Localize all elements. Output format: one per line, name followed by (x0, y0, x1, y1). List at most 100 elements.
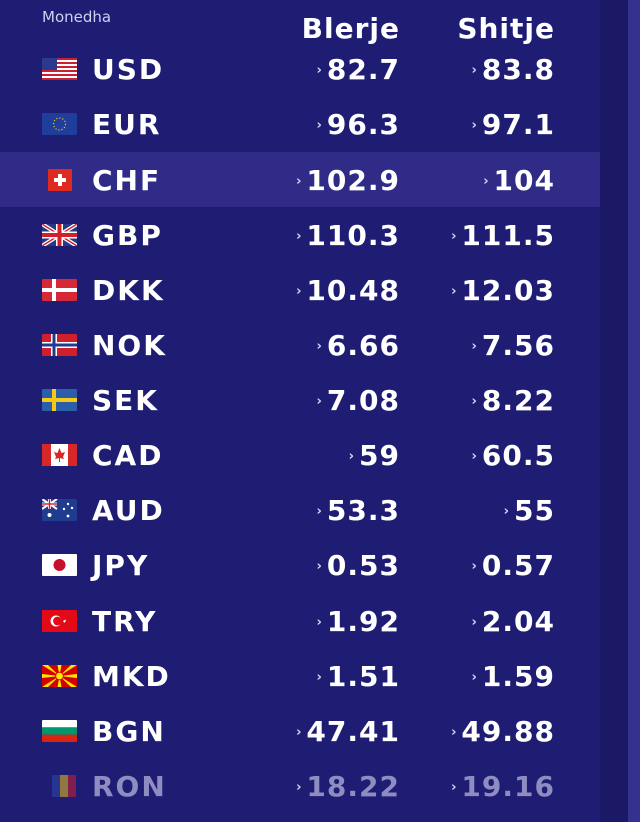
arrow-right-icon: › (348, 449, 356, 464)
currency-code: CAD (92, 439, 164, 472)
arrow-right-icon: › (296, 284, 303, 299)
dk-flag-icon (42, 279, 77, 301)
currency-code: EUR (92, 108, 162, 141)
sell-rate: › 83.8 (471, 53, 555, 86)
rate-row-chf[interactable]: CHF › 102.9 › 104 (0, 152, 600, 207)
se-flag-icon (42, 389, 77, 411)
header-buy: Blerje (301, 12, 400, 45)
header-currency: Monedha (42, 8, 112, 26)
rate-row-eur[interactable]: EUR › 96.3 › 97.1 (0, 96, 600, 151)
rate-row-jpy[interactable]: JPY › 0.53 › 0.57 (0, 537, 600, 592)
sell-rate: › 0.57 (471, 549, 555, 582)
exchange-rate-panel: Monedha Blerje Shitje USD › 82.7 › 83.8 (0, 8, 600, 813)
arrow-right-icon: › (471, 339, 478, 354)
scrollbar-thumb[interactable] (628, 0, 640, 822)
no-flag-icon (42, 334, 77, 356)
currency-code: RON (92, 770, 167, 803)
buy-rate: › 6.66 (316, 329, 400, 362)
rate-row-mkd[interactable]: MKD › 1.51 › 1.59 (0, 648, 600, 703)
buy-rate: › 1.51 (316, 660, 400, 693)
arrow-right-icon: › (316, 118, 323, 133)
rate-row-aud[interactable]: AUD › 53.3 › 55 (0, 482, 600, 537)
arrow-right-icon: › (316, 394, 323, 409)
currency-code: NOK (92, 329, 167, 362)
rate-row-usd[interactable]: USD › 82.7 › 83.8 (0, 41, 600, 96)
arrow-right-icon: › (471, 449, 478, 464)
arrow-right-icon: › (296, 174, 303, 189)
buy-rate: › 1.92 (316, 605, 400, 638)
rate-row-try[interactable]: TRY › 1.92 › 2.04 (0, 593, 600, 648)
buy-rate: › 102.9 (296, 164, 400, 197)
currency-code: GBP (92, 219, 163, 252)
scrollbar-track[interactable] (600, 0, 640, 822)
arrow-right-icon: › (471, 118, 478, 133)
buy-rate: › 0.53 (316, 549, 400, 582)
buy-rate: › 96.3 (316, 108, 400, 141)
sell-rate: › 12.03 (451, 274, 555, 307)
sell-rate: › 55 (503, 494, 555, 527)
sell-rate: › 1.59 (471, 660, 555, 693)
arrow-right-icon: › (316, 559, 323, 574)
sell-rate: › 104 (483, 164, 555, 197)
arrow-right-icon: › (471, 63, 478, 78)
header-sell: Shitje (457, 12, 555, 45)
buy-rate: › 47.41 (296, 715, 400, 748)
currency-code: JPY (92, 549, 150, 582)
arrow-right-icon: › (451, 725, 458, 740)
sell-rate: › 60.5 (471, 439, 555, 472)
currency-code: TRY (92, 605, 158, 638)
sell-rate: › 97.1 (471, 108, 555, 141)
arrow-right-icon: › (471, 615, 478, 630)
arrow-right-icon: › (451, 780, 458, 795)
arrow-right-icon: › (471, 559, 478, 574)
sell-rate: › 2.04 (471, 605, 555, 638)
sell-rate: › 8.22 (471, 384, 555, 417)
currency-code: BGN (92, 715, 166, 748)
arrow-right-icon: › (471, 670, 478, 685)
rate-row-dkk[interactable]: DKK › 10.48 › 12.03 (0, 262, 600, 317)
arrow-right-icon: › (316, 504, 323, 519)
buy-rate: › 18.22 (296, 770, 400, 803)
rate-row-cad[interactable]: CAD › 59 › 60.5 (0, 427, 600, 482)
arrow-right-icon: › (296, 229, 303, 244)
ro-flag-icon (52, 775, 76, 797)
au-flag-icon (42, 499, 77, 521)
rate-row-bgn[interactable]: BGN › 47.41 › 49.88 (0, 703, 600, 758)
rate-row-ron[interactable]: RON › 18.22 › 19.16 (0, 758, 600, 813)
bg-flag-icon (42, 720, 77, 742)
currency-code: MKD (92, 660, 171, 693)
sell-rate: › 19.16 (451, 770, 555, 803)
buy-rate: › 10.48 (296, 274, 400, 307)
us-flag-icon (42, 58, 77, 80)
arrow-right-icon: › (316, 339, 323, 354)
arrow-right-icon: › (503, 504, 511, 519)
currency-code: SEK (92, 384, 159, 417)
arrow-right-icon: › (316, 615, 323, 630)
ca-flag-icon (42, 444, 77, 466)
gb-flag-icon (42, 224, 77, 246)
arrow-right-icon: › (471, 394, 478, 409)
sell-rate: › 49.88 (451, 715, 555, 748)
currency-code: DKK (92, 274, 165, 307)
eu-flag-icon (42, 113, 77, 135)
buy-rate: › 82.7 (316, 53, 400, 86)
mk-flag-icon (42, 665, 77, 687)
rate-row-gbp[interactable]: GBP › 110.3 › 111.5 (0, 207, 600, 262)
buy-rate: › 53.3 (316, 494, 400, 527)
buy-rate: › 59 (348, 439, 400, 472)
sell-rate: › 7.56 (471, 329, 555, 362)
tr-flag-icon (42, 610, 77, 632)
ch-flag-icon (48, 169, 72, 191)
currency-code: CHF (92, 164, 162, 197)
rate-row-nok[interactable]: NOK › 6.66 › 7.56 (0, 317, 600, 372)
arrow-right-icon: › (296, 780, 303, 795)
arrow-right-icon: › (483, 174, 490, 189)
arrow-right-icon: › (316, 63, 323, 78)
sell-rate: › 111.5 (451, 219, 555, 252)
buy-rate: › 110.3 (296, 219, 400, 252)
rate-row-sek[interactable]: SEK › 7.08 › 8.22 (0, 372, 600, 427)
jp-flag-icon (42, 554, 77, 576)
currency-code: AUD (92, 494, 165, 527)
arrow-right-icon: › (316, 670, 323, 685)
buy-rate: › 7.08 (316, 384, 400, 417)
